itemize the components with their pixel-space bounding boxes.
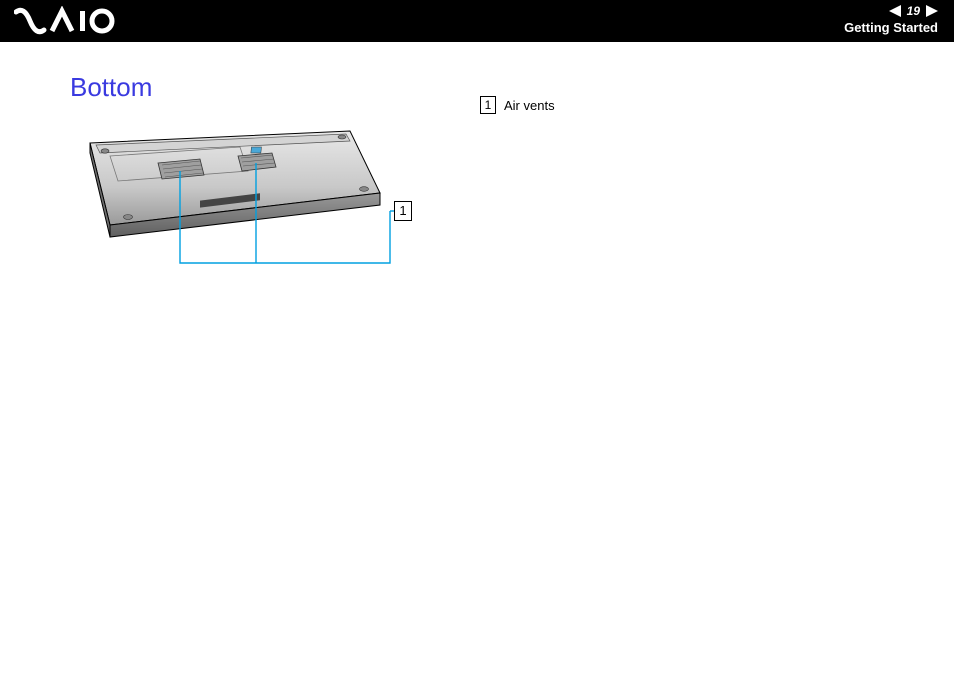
legend-label-1: Air vents [504,98,555,113]
page-nav: 19 [889,2,938,20]
laptop-bottom-figure: 1 [50,123,450,283]
page-number: 19 [907,4,920,18]
legend-num-1: 1 [480,96,496,114]
next-page-arrow-icon[interactable] [926,5,938,17]
page-content: Bottom [0,42,954,303]
figure-legend: 1 Air vents [480,96,555,114]
prev-page-arrow-icon[interactable] [889,5,901,17]
page-header: 19 Getting Started [0,0,954,42]
vaio-logo [14,6,124,41]
section-label: Getting Started [844,20,938,35]
figure-callout-1: 1 [394,201,412,221]
